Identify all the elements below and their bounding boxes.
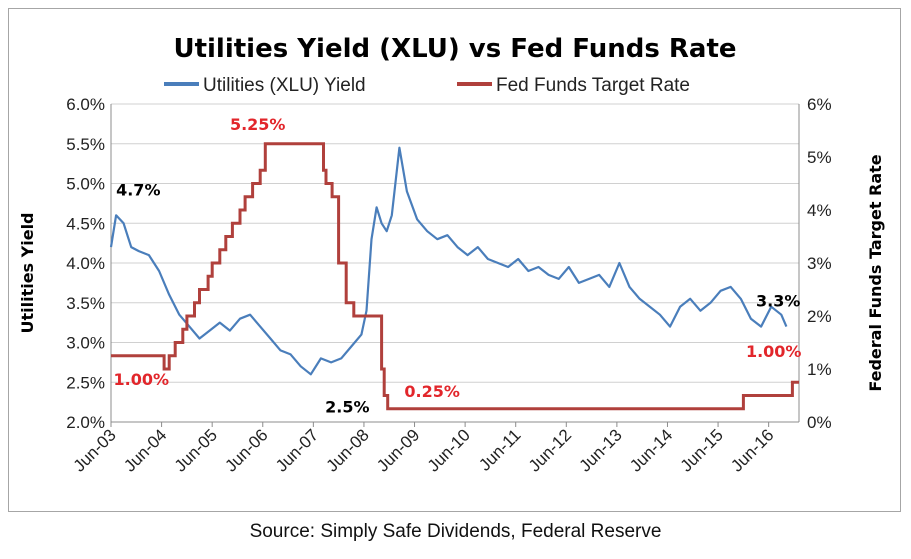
x-tick-label: Jun-14 (626, 425, 676, 475)
y-tick-label-left: 5.5% (66, 135, 105, 154)
y-tick-label-right: 1% (807, 360, 832, 379)
y-tick-label-left: 5.0% (66, 175, 105, 194)
x-tick-label: Jun-07 (272, 425, 322, 475)
y-tick-label-right: 4% (807, 201, 832, 220)
source-note: Source: Simply Safe Dividends, Federal R… (249, 521, 662, 542)
x-tick-label: Jun-13 (576, 425, 626, 475)
series-layer (109, 142, 799, 411)
x-axis-ticks: Jun-03 Jun-04 Jun-05 Jun-06 Jun-07 Jun-08 Jun-… (70, 422, 777, 476)
series-line-fed (111, 142, 799, 411)
annotation-label: 2.5% (325, 397, 369, 416)
legend-label-fed: Fed Funds Target Rate (496, 75, 690, 96)
y-axis-right-ticks: 0% 1% 2% 3% 4% 5% 6% (807, 95, 832, 432)
x-tick-label: Jun-05 (171, 425, 221, 475)
x-tick-label: Jun-08 (323, 425, 373, 475)
annotation-label: 5.25% (230, 115, 286, 134)
y-tick-label-left: 6.0% (66, 95, 105, 114)
y-tick-label-left: 3.0% (66, 334, 105, 353)
y-tick-label-right: 6% (807, 95, 832, 114)
y-tick-label-left: 2.0% (66, 413, 105, 432)
y-tick-label-right: 5% (807, 148, 832, 167)
series-line-xlu (109, 146, 788, 376)
x-tick-label: Jun-10 (424, 425, 474, 475)
annotation-label: 0.25% (404, 382, 460, 401)
y-axis-left-title: Utilities Yield (18, 212, 37, 333)
y-tick-label-right: 3% (807, 254, 832, 273)
chart-frame: Utilities Yield (XLU) vs Fed Funds Rate … (8, 8, 901, 512)
gridlines (110, 103, 800, 423)
chart: Utilities Yield (XLU) vs Fed Funds Rate … (18, 34, 885, 476)
annotation-label: 1.00% (746, 342, 802, 361)
legend: Utilities (XLU) Yield Fed Funds Target R… (164, 75, 690, 96)
x-tick-label: Jun-12 (525, 425, 575, 475)
y-tick-label-right: 0% (807, 413, 832, 432)
annotation-label: 3.3% (756, 292, 800, 311)
x-tick-label: Jun-09 (373, 425, 423, 475)
y-tick-label-left: 4.0% (66, 254, 105, 273)
y-axis-left-ticks: 2.0% 2.5% 3.0% 3.5% 4.0% 4.5% 5.0% 5.5% 6.0% (66, 95, 105, 432)
y-tick-label-right: 2% (807, 307, 832, 326)
x-tick-label: Jun-04 (120, 425, 170, 475)
chart-title: Utilities Yield (XLU) vs Fed Funds Rate (173, 34, 736, 64)
x-tick-label: Jun-06 (221, 425, 271, 475)
annotation-label: 1.00% (114, 370, 170, 389)
annotation-label: 4.7% (116, 180, 160, 199)
y-tick-label-left: 4.5% (66, 214, 105, 233)
x-tick-label: Jun-11 (475, 425, 524, 474)
y-tick-label-left: 2.5% (66, 373, 105, 392)
annotations: 4.7% 5.25% 1.00% 2.5% 0.25% 3.3% 1.00% (114, 115, 802, 416)
y-axis-right-title: Federal Funds Target Rate (866, 154, 885, 391)
x-tick-label: Jun-03 (70, 425, 120, 475)
x-tick-label: Jun-15 (677, 425, 727, 475)
x-tick-label: Jun-16 (727, 425, 777, 475)
y-tick-label-left: 3.5% (66, 294, 105, 313)
legend-label-xlu: Utilities (XLU) Yield (203, 75, 366, 96)
